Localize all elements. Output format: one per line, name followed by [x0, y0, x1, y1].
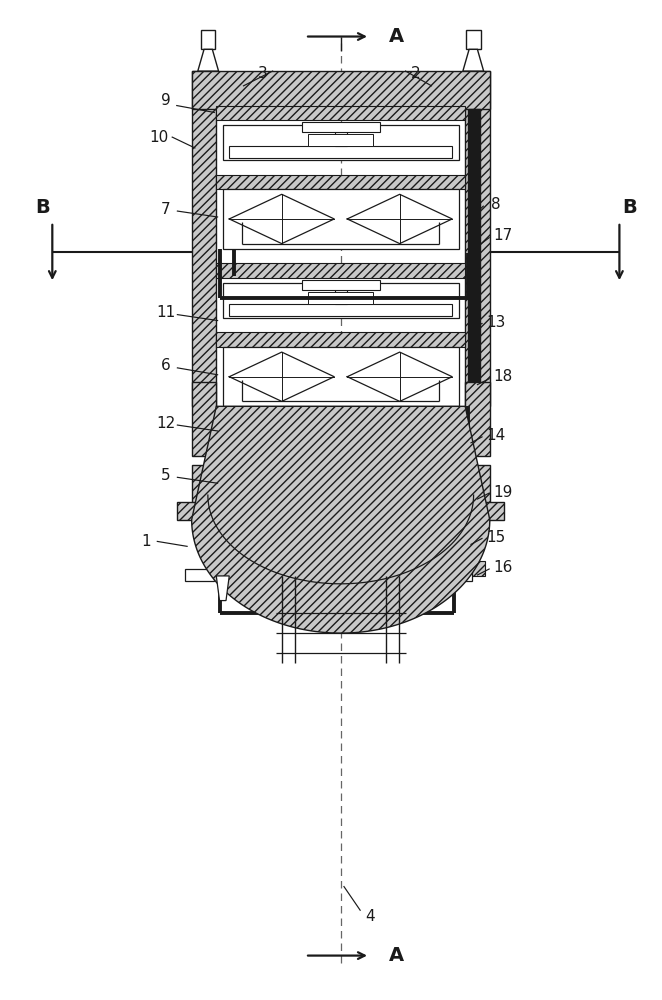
Bar — [302, 122, 379, 132]
Bar — [216, 175, 465, 189]
Bar — [229, 304, 452, 316]
Bar — [177, 502, 216, 520]
Bar — [192, 71, 490, 109]
Text: B: B — [35, 198, 50, 217]
Bar — [335, 290, 346, 304]
Text: A: A — [389, 946, 404, 965]
Text: 7: 7 — [161, 202, 171, 217]
Text: 1: 1 — [142, 534, 151, 549]
Bar — [192, 382, 216, 456]
Bar — [302, 438, 379, 448]
Text: 2: 2 — [410, 66, 420, 82]
Text: 9: 9 — [161, 93, 171, 108]
Text: 18: 18 — [493, 369, 512, 384]
Bar — [216, 561, 485, 576]
Bar — [334, 607, 347, 625]
Text: 15: 15 — [487, 530, 506, 545]
Text: 19: 19 — [493, 485, 512, 500]
Text: 12: 12 — [156, 416, 175, 431]
Bar — [465, 502, 504, 520]
Polygon shape — [463, 49, 484, 71]
Bar — [308, 134, 373, 146]
Bar — [466, 30, 481, 49]
Bar — [223, 125, 459, 160]
Text: A: A — [389, 27, 404, 46]
Bar — [201, 30, 215, 49]
Bar — [302, 280, 379, 290]
Polygon shape — [216, 576, 229, 601]
Bar — [216, 106, 465, 120]
Bar — [308, 450, 373, 462]
Bar — [223, 347, 459, 406]
Bar — [216, 490, 465, 505]
Text: 10: 10 — [150, 130, 169, 145]
Bar — [335, 448, 346, 462]
Text: 16: 16 — [493, 560, 512, 575]
Bar — [216, 332, 465, 347]
Bar — [223, 441, 459, 475]
Polygon shape — [192, 406, 490, 633]
Text: 13: 13 — [487, 315, 506, 330]
Bar — [465, 71, 490, 406]
Bar — [442, 569, 471, 581]
Text: 3: 3 — [258, 66, 268, 82]
Text: 5: 5 — [161, 468, 171, 483]
Text: B: B — [622, 198, 636, 217]
Bar — [192, 71, 216, 406]
Text: 8: 8 — [491, 197, 501, 212]
Text: 6: 6 — [161, 358, 171, 373]
Bar — [335, 132, 346, 146]
Bar — [229, 462, 452, 473]
Bar — [192, 465, 216, 520]
Bar — [223, 505, 459, 564]
Bar — [331, 581, 350, 610]
Text: 4: 4 — [365, 909, 375, 924]
Bar — [469, 109, 480, 406]
Bar — [223, 283, 459, 318]
Bar — [465, 465, 490, 520]
Bar — [465, 382, 490, 456]
Bar — [216, 421, 465, 436]
Text: 11: 11 — [156, 305, 175, 320]
Polygon shape — [198, 49, 218, 71]
Bar — [229, 146, 452, 158]
Text: 17: 17 — [493, 228, 512, 243]
Bar — [223, 189, 459, 249]
Bar — [185, 569, 214, 581]
Text: 14: 14 — [487, 428, 506, 443]
Bar — [308, 292, 373, 304]
Bar — [216, 263, 465, 278]
